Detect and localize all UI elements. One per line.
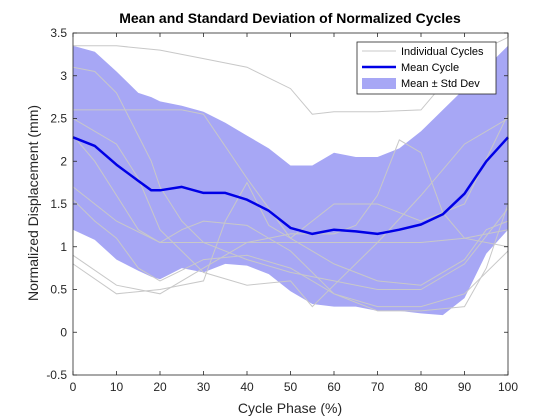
individual-cycle-line-4 [72, 199, 509, 308]
tick-labels: 0 10 20 30 40 50 60 70 80 90 100-0.500.511.522.533… [46, 26, 518, 394]
individual-cycle-line-1 [73, 36, 509, 115]
axes [72, 32, 509, 376]
legend-swatch-band [362, 78, 396, 89]
individual-cycle-line-3 [72, 186, 509, 243]
y-tick-label: 0.5 [50, 283, 67, 297]
x-tick-label: 30 [197, 380, 211, 394]
x-tick-label: 0 [70, 380, 77, 394]
y-tick-label: 1 [60, 240, 67, 254]
mean-cycle-layer [72, 136, 509, 236]
legend-label-individual: Individual Cycles [401, 46, 484, 58]
individual-cycle-line-7 [72, 66, 509, 290]
y-tick-label: 2 [60, 154, 67, 168]
x-tick-label: 10 [110, 380, 124, 394]
chart-title: Mean and Standard Deviation of Normalize… [119, 10, 461, 26]
y-tick-label: 3.5 [50, 26, 67, 40]
plot-area [72, 36, 509, 316]
mean-cycle-line [72, 136, 509, 236]
y-tick-label: 2.5 [50, 112, 67, 126]
x-tick-label: 70 [371, 380, 385, 394]
y-tick-label: 1.5 [50, 197, 67, 211]
x-tick-label: 60 [327, 380, 341, 394]
x-tick-label: 20 [153, 380, 167, 394]
std-band-layer [73, 45, 508, 316]
x-axis-label: Cycle Phase (%) [238, 400, 342, 416]
individual-cycle-line-8 [72, 118, 509, 308]
x-tick-label: 100 [498, 380, 518, 394]
legend-label-mean: Mean Cycle [401, 62, 459, 74]
legend: Individual Cycles Mean Cycle Mean ± Std … [356, 41, 497, 95]
individual-cycle-line-9 [72, 113, 509, 295]
std-band [73, 45, 508, 316]
x-tick-label: 80 [414, 380, 428, 394]
legend-label-band: Mean ± Std Dev [401, 78, 480, 90]
x-tick-label: 50 [284, 380, 298, 394]
x-tick-label: 90 [458, 380, 472, 394]
y-tick-label: 0 [60, 325, 67, 339]
y-tick-label: -0.5 [46, 368, 67, 382]
x-tick-label: 40 [240, 380, 254, 394]
individual-cycle-line-5 [72, 135, 509, 312]
y-axis-label: Normalized Displacement (mm) [25, 105, 41, 301]
y-tick-label: 3 [60, 69, 67, 83]
